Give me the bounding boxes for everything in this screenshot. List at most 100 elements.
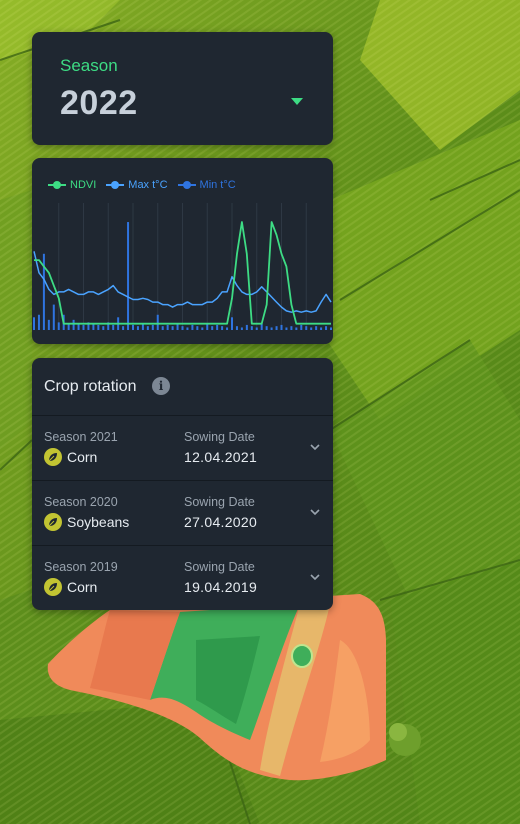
min-temp-bar bbox=[112, 324, 115, 330]
season-year: 2022 bbox=[60, 84, 138, 122]
chevron-down-icon[interactable] bbox=[309, 442, 321, 452]
min-temp-bar bbox=[285, 327, 288, 330]
rotation-row-2020[interactable]: Season 2020 Soybeans Sowing Date 27.04.2… bbox=[32, 481, 333, 546]
min-temp-bar bbox=[295, 327, 298, 330]
min-temp-bar bbox=[320, 327, 323, 330]
min-temp-bar bbox=[305, 326, 308, 330]
info-icon[interactable]: i bbox=[152, 377, 170, 395]
caret-down-icon[interactable] bbox=[291, 98, 303, 105]
min-temp-bar bbox=[226, 327, 229, 330]
rotation-crop: Corn bbox=[44, 578, 97, 596]
crop-name: Soybeans bbox=[67, 514, 130, 530]
min-temp-bar bbox=[122, 326, 125, 330]
season-label: Season bbox=[60, 56, 118, 75]
min-temp-bar bbox=[325, 326, 328, 330]
min-temp-bar bbox=[330, 327, 332, 330]
min-temp-bar bbox=[82, 324, 85, 330]
rotation-season: Season 2020 bbox=[44, 495, 118, 509]
legend-item-min-temp[interactable]: Min t°C bbox=[177, 179, 236, 191]
min-temp-bar bbox=[201, 327, 204, 330]
chevron-down-icon[interactable] bbox=[309, 507, 321, 517]
min-temp-bar bbox=[255, 327, 258, 330]
min-temp-bar bbox=[216, 324, 219, 330]
min-temp-bar bbox=[260, 323, 263, 330]
min-temp-bar bbox=[161, 326, 164, 330]
rotation-season: Season 2019 bbox=[44, 560, 118, 574]
min-temp-bar bbox=[92, 323, 95, 330]
crop-rotation-panel: Crop rotation i Season 2021 Corn Sowing … bbox=[32, 358, 333, 610]
min-temp-bar bbox=[196, 326, 199, 330]
min-temp-bar bbox=[176, 323, 179, 330]
min-temp-bar bbox=[290, 326, 293, 330]
line-marker-icon bbox=[177, 180, 196, 190]
sowing-date-label: Sowing Date bbox=[184, 430, 255, 444]
legend-label: Min t°C bbox=[199, 179, 236, 191]
sowing-date-label: Sowing Date bbox=[184, 495, 255, 509]
min-temp-bar bbox=[141, 323, 144, 330]
crop-rotation-title: Crop rotation bbox=[44, 378, 137, 395]
min-temp-bar bbox=[67, 323, 70, 330]
min-temp-bar bbox=[211, 326, 214, 330]
leaf-icon bbox=[44, 513, 62, 531]
season-selector[interactable]: Season 2022 bbox=[32, 32, 333, 145]
min-temp-bar bbox=[33, 317, 35, 330]
max-temp-line bbox=[33, 251, 332, 313]
min-temp-bar bbox=[47, 319, 50, 330]
min-temp-bar bbox=[57, 322, 60, 330]
min-temp-bar bbox=[87, 322, 90, 330]
min-temp-bar bbox=[52, 304, 55, 330]
line-marker-icon bbox=[106, 180, 125, 190]
min-temp-bar bbox=[235, 326, 238, 330]
legend-label: Max t°C bbox=[128, 179, 168, 191]
leaf-icon bbox=[44, 578, 62, 596]
sowing-date-value: 27.04.2020 bbox=[184, 514, 258, 530]
min-temp-bar bbox=[315, 326, 318, 330]
min-temp-bar bbox=[166, 324, 169, 330]
legend-item-ndvi[interactable]: NDVI bbox=[48, 179, 96, 191]
rotation-row-2021[interactable]: Season 2021 Corn Sowing Date 12.04.2021 bbox=[32, 416, 333, 481]
min-temp-bar bbox=[37, 314, 40, 330]
min-temp-bar bbox=[151, 324, 154, 330]
chevron-down-icon[interactable] bbox=[309, 572, 321, 582]
min-temp-bar bbox=[300, 324, 303, 330]
min-temp-bar bbox=[97, 324, 100, 330]
crop-rotation-header: Crop rotation i bbox=[32, 358, 333, 416]
legend-item-max-temp[interactable]: Max t°C bbox=[106, 179, 168, 191]
min-temp-bar bbox=[132, 324, 134, 330]
min-temp-bar bbox=[221, 326, 224, 330]
chart-legend: NDVI Max t°C Min t°C bbox=[48, 179, 236, 191]
min-temp-bar bbox=[127, 222, 130, 330]
min-temp-bar bbox=[231, 317, 233, 330]
min-temp-bar bbox=[171, 326, 174, 330]
min-temp-bar bbox=[42, 253, 45, 330]
min-temp-bar bbox=[250, 326, 253, 330]
legend-label: NDVI bbox=[70, 179, 97, 191]
rotation-crop: Soybeans bbox=[44, 513, 129, 531]
chart-plot-area bbox=[33, 203, 332, 330]
min-temp-bar bbox=[275, 326, 278, 330]
min-temp-bar bbox=[186, 327, 189, 330]
min-temp-bar bbox=[102, 326, 105, 330]
min-temp-bar bbox=[270, 327, 273, 330]
min-temp-bar bbox=[77, 323, 80, 330]
rotation-row-2019[interactable]: Season 2019 Corn Sowing Date 19.04.2019 bbox=[32, 546, 333, 610]
rotation-season: Season 2021 bbox=[44, 430, 118, 444]
min-temp-bar bbox=[181, 326, 184, 330]
min-temp-bar bbox=[72, 319, 75, 330]
min-temp-bar bbox=[191, 324, 194, 330]
min-temp-bar bbox=[206, 323, 209, 330]
leaf-icon bbox=[44, 448, 62, 466]
ndvi-line bbox=[34, 221, 331, 325]
sowing-date-value: 19.04.2019 bbox=[184, 579, 258, 595]
sowing-date-label: Sowing Date bbox=[184, 560, 255, 574]
min-temp-bar bbox=[280, 324, 283, 330]
line-marker-icon bbox=[48, 180, 66, 190]
crop-name: Corn bbox=[67, 579, 98, 595]
min-temp-bar bbox=[156, 314, 159, 330]
weather-ndvi-chart: NDVI Max t°C Min t°C bbox=[32, 158, 333, 344]
min-temp-bar bbox=[146, 326, 149, 330]
rotation-crop: Corn bbox=[44, 448, 97, 466]
min-temp-bar bbox=[240, 327, 243, 330]
min-temp-bar bbox=[245, 324, 248, 330]
min-temp-bar bbox=[107, 322, 110, 330]
